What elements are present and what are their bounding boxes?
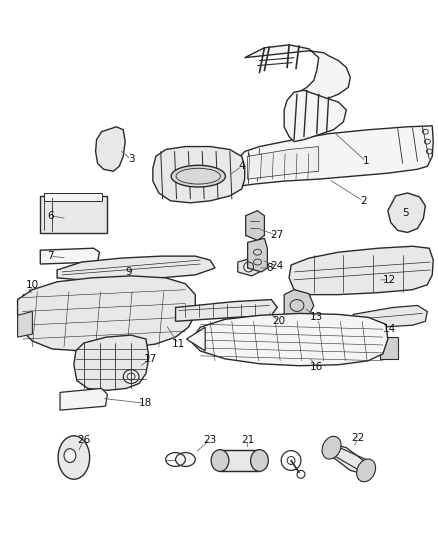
Text: 7: 7: [47, 251, 53, 261]
Polygon shape: [153, 147, 245, 203]
Polygon shape: [238, 258, 259, 276]
Polygon shape: [18, 311, 32, 337]
Text: 11: 11: [172, 339, 185, 349]
Polygon shape: [95, 127, 125, 171]
Ellipse shape: [251, 450, 268, 471]
Bar: [40, 196, 107, 233]
Text: 9: 9: [126, 267, 132, 277]
Text: 20: 20: [273, 316, 286, 326]
Polygon shape: [289, 246, 433, 295]
Text: 8: 8: [266, 263, 273, 273]
Text: 18: 18: [138, 398, 152, 408]
Ellipse shape: [211, 450, 229, 471]
Text: 23: 23: [204, 435, 217, 445]
Polygon shape: [74, 335, 149, 390]
Polygon shape: [58, 436, 90, 479]
Bar: [380, 337, 398, 359]
Bar: [32, 290, 39, 295]
Text: 6: 6: [47, 211, 53, 221]
Text: 26: 26: [77, 435, 90, 445]
Polygon shape: [247, 147, 319, 179]
Text: 2: 2: [360, 196, 367, 206]
Polygon shape: [247, 238, 267, 272]
Text: 21: 21: [241, 435, 254, 445]
Text: 10: 10: [26, 280, 39, 290]
Polygon shape: [18, 276, 195, 351]
Text: 14: 14: [383, 324, 396, 334]
Polygon shape: [60, 389, 107, 410]
Ellipse shape: [171, 165, 226, 187]
Bar: [25, 297, 32, 303]
Polygon shape: [327, 443, 370, 475]
Ellipse shape: [176, 453, 195, 466]
Text: 5: 5: [402, 208, 409, 217]
Bar: [44, 193, 102, 201]
Text: 16: 16: [310, 362, 323, 372]
Text: 17: 17: [144, 354, 158, 364]
Polygon shape: [187, 327, 205, 351]
Polygon shape: [40, 248, 99, 264]
Text: 1: 1: [363, 156, 369, 166]
Text: 27: 27: [271, 230, 284, 240]
Polygon shape: [246, 211, 265, 240]
Text: 22: 22: [352, 433, 365, 443]
Text: 3: 3: [128, 155, 134, 164]
Polygon shape: [176, 300, 277, 321]
Bar: [220, 450, 259, 471]
Polygon shape: [284, 290, 314, 317]
Text: 4: 4: [238, 161, 245, 171]
Polygon shape: [388, 193, 425, 232]
Polygon shape: [245, 45, 350, 102]
Ellipse shape: [322, 437, 341, 459]
Polygon shape: [284, 90, 346, 142]
Text: 13: 13: [310, 312, 323, 322]
Polygon shape: [353, 305, 427, 327]
Text: 24: 24: [271, 261, 284, 271]
Polygon shape: [191, 313, 388, 366]
Ellipse shape: [64, 449, 76, 463]
Ellipse shape: [357, 459, 376, 482]
Text: 12: 12: [383, 275, 396, 285]
Polygon shape: [235, 126, 433, 186]
Polygon shape: [57, 256, 215, 280]
